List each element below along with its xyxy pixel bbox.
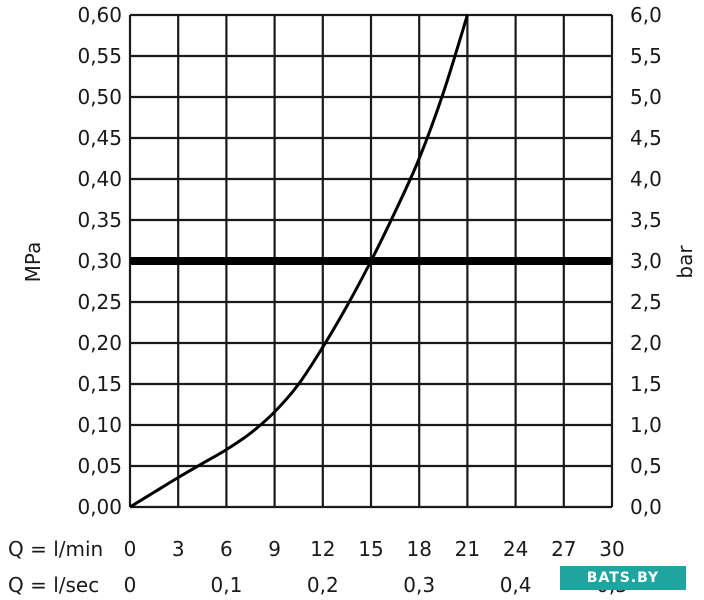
right-axis-tick-label: 1,5 [630,372,662,396]
right-axis-tick-label: 5,0 [630,85,662,109]
right-axis-tick-label: 3,0 [630,249,662,273]
left-axis-tick-label: 0,60 [77,3,122,27]
x-axis-lsec-tick-label: 0,4 [500,573,532,597]
right-axis-ticks: 0,0 0,5 1,0 1,5 2,0 2,5 3,0 3,5 4,0 4,5 5,0 5,5 6,0 [630,3,662,519]
right-axis-tick-label: 3,5 [630,208,662,232]
right-axis-tick-label: 2,5 [630,290,662,314]
x-axis-lmin-tick-label: 27 [551,537,576,561]
right-axis-tick-label: 2,0 [630,331,662,355]
left-axis-tick-label: 0,10 [77,413,122,437]
left-axis-tick-label: 0,55 [77,44,122,68]
x-axis-lmin-title: Q = l/min [8,537,103,561]
left-axis-tick-label: 0,25 [77,290,122,314]
right-axis-tick-label: 0,0 [630,495,662,519]
x-axis-lmin-tick-label: 15 [358,537,383,561]
pressure-curve [129,14,469,509]
left-axis-tick-label: 0,00 [77,495,122,519]
x-axis-lmin-tick-label: 3 [172,537,185,561]
left-axis-tick-label: 0,05 [77,454,122,478]
x-axis-lsec-ticks: 00,10,20,30,40,5 [124,573,628,597]
x-axis-lsec-tick-label: 0 [124,573,137,597]
left-axis-tick-label: 0,50 [77,85,122,109]
left-axis-tick-label: 0,15 [77,372,122,396]
x-axis-lmin-tick-label: 9 [268,537,281,561]
x-axis-lmin-tick-label: 30 [599,537,624,561]
right-axis-tick-label: 6,0 [630,3,662,27]
right-axis-tick-label: 4,0 [630,167,662,191]
right-axis-tick-label: 4,5 [630,126,662,150]
left-axis-tick-label: 0,30 [77,249,122,273]
curve-layer [129,14,612,509]
x-axis-lmin-tick-label: 18 [406,537,431,561]
left-axis-tick-label: 0,40 [77,167,122,191]
left-axis-ticks: 0,00 0,05 0,10 0,15 0,20 0,25 0,30 0,35 0,40 0,45… [77,3,122,519]
x-axis-lmin-tick-label: 21 [455,537,480,561]
x-axis-lsec-tick-label: 0,3 [403,573,435,597]
x-axis-lmin-tick-label: 6 [220,537,233,561]
right-axis-tick-label: 1,0 [630,413,662,437]
x-axis-lsec-title: Q = l/sec [8,573,99,597]
x-axis-lsec-tick-label: 0,2 [307,573,339,597]
x-axis-lmin-tick-label: 24 [503,537,528,561]
watermark-badge: BATS.BY [560,566,686,590]
right-axis-title: bar [673,245,697,279]
left-axis-tick-label: 0,35 [77,208,122,232]
x-axis-lsec-tick-label: 0,1 [210,573,242,597]
x-axis-lmin-ticks: 0 3 6 9 12 15 18 21 24 27 30 [124,537,625,561]
x-axis-lmin-tick-label: 0 [124,537,137,561]
x-axis-lmin-tick-label: 12 [310,537,335,561]
left-axis-tick-label: 0,20 [77,331,122,355]
right-axis-tick-label: 5,5 [630,44,662,68]
left-axis-title: MPa [21,242,45,283]
right-axis-tick-label: 0,5 [630,454,662,478]
left-axis-tick-label: 0,45 [77,126,122,150]
